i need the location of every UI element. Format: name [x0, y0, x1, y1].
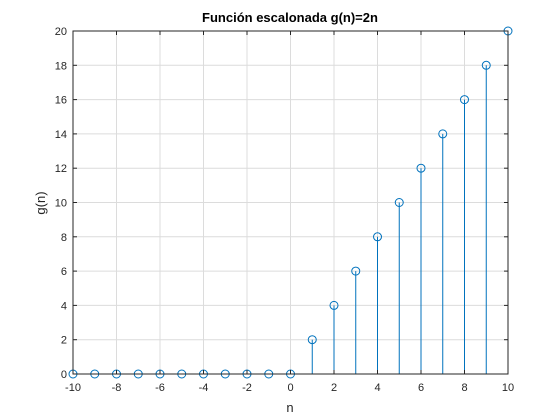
y-tick-label: 18: [55, 60, 67, 72]
y-tick-label: 4: [61, 300, 67, 312]
stem-marker: [307, 335, 317, 345]
y-tick-label: 16: [55, 95, 67, 107]
stem-marker: [460, 95, 469, 105]
x-tick-label: -10: [65, 382, 81, 394]
y-axis-label: g(n): [33, 191, 48, 214]
x-tick-label: 6: [418, 382, 424, 394]
stem-marker: [438, 129, 448, 139]
x-tick-label: 2: [331, 382, 337, 394]
stem-marker: [481, 60, 491, 70]
x-tick-label: 10: [502, 382, 514, 394]
stem-marker: [416, 163, 426, 173]
y-axis-ticks: 0 2 4 6 8 10 12 14 16 18 20: [55, 26, 508, 381]
x-tick-label: 4: [374, 382, 380, 394]
x-tick-label: -8: [112, 382, 122, 394]
y-tick-label: 20: [55, 26, 67, 38]
stem-marker: [373, 232, 382, 242]
y-tick-label: 6: [61, 266, 67, 278]
y-tick-label: 12: [55, 163, 67, 175]
y-tick-label: 8: [61, 232, 67, 244]
x-tick-label: -4: [199, 382, 209, 394]
x-axis-ticks: -10 -8 -6 -4 -2 0 2 4 6 8 10: [65, 31, 514, 394]
y-tick-label: 10: [55, 198, 67, 210]
stem-marker: [329, 300, 339, 310]
stem-marker: [351, 266, 361, 276]
x-tick-label: 8: [461, 382, 467, 394]
stem-marker: [394, 198, 404, 207]
y-tick-label: 14: [55, 129, 67, 141]
y-tick-label: 0: [61, 369, 67, 381]
chart-title: Función escalonada g(n)=2n: [202, 10, 378, 25]
x-tick-label: 0: [287, 382, 293, 394]
x-axis-label: n: [286, 400, 293, 415]
x-tick-label: -6: [155, 382, 165, 394]
y-tick-label: 2: [61, 335, 67, 347]
x-tick-label: -2: [242, 382, 252, 394]
